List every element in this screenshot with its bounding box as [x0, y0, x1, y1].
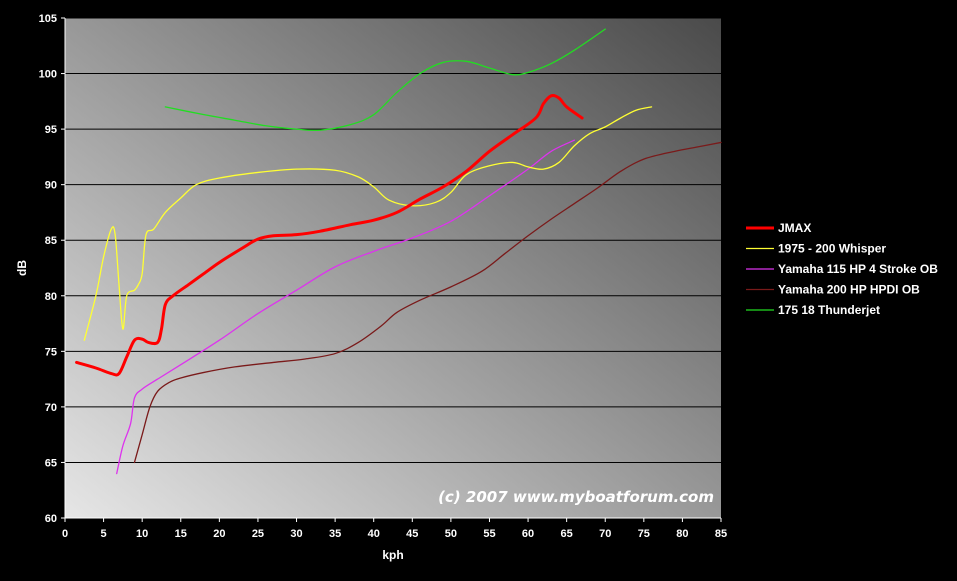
x-tick-label: 55 [483, 528, 495, 540]
plot-area [65, 18, 721, 518]
x-tick-label: 15 [175, 528, 187, 540]
x-tick-label: 25 [252, 528, 264, 540]
x-tick-label: 85 [715, 528, 727, 540]
x-tick-label: 5 [101, 528, 107, 540]
y-tick-label: 105 [39, 13, 57, 25]
x-tick-label: 35 [329, 528, 341, 540]
y-tick-label: 100 [39, 69, 57, 81]
x-tick-label: 10 [136, 528, 148, 540]
series-line-4 [133, 141, 722, 464]
x-tick-label: 30 [290, 528, 302, 540]
x-axis-label: kph [382, 548, 403, 562]
y-tick-label: 70 [45, 402, 57, 414]
x-axis-ticks: 0 5 10 15 20 25 30 35 40 45 50 55 60 65 70 75 80 85 [62, 517, 727, 540]
legend-label: Yamaha 200 HP HPDI OB [778, 283, 920, 297]
legend: JMAX 1975 - 200 Whisper Yamaha 115 HP 4 St… [746, 221, 938, 317]
x-tick-label: 80 [676, 528, 688, 540]
y-tick-label: 65 [45, 457, 57, 469]
y-tick-label: 80 [45, 291, 57, 303]
y-tick-label: 95 [45, 124, 57, 136]
y-tick-label: 85 [45, 235, 57, 247]
series-line-3 [116, 139, 576, 475]
x-tick-label: 40 [368, 528, 380, 540]
x-tick-label: 70 [599, 528, 611, 540]
x-tick-label: 60 [522, 528, 534, 540]
y-axis-ticks: 60 65 70 75 80 85 90 95 100 105 [39, 13, 66, 525]
y-tick-label: 75 [45, 346, 57, 358]
y-axis-label: dB [15, 260, 29, 276]
x-tick-label: 20 [213, 528, 225, 540]
series-line-2 [83, 106, 653, 341]
watermark-text: (c) 2007 www.myboatforum.com [438, 488, 714, 506]
series-line-1 [75, 93, 584, 377]
legend-label: 175 18 Thunderjet [778, 303, 880, 317]
legend-label: JMAX [778, 221, 811, 235]
x-tick-label: 75 [638, 528, 650, 540]
x-tick-label: 50 [445, 528, 457, 540]
y-tick-label: 90 [45, 180, 57, 192]
x-tick-label: 65 [561, 528, 573, 540]
legend-label: Yamaha 115 HP 4 Stroke OB [778, 262, 938, 276]
x-tick-label: 45 [406, 528, 418, 540]
x-tick-label: 0 [62, 528, 68, 540]
y-tick-label: 60 [45, 513, 57, 525]
series-line-5 [164, 28, 606, 132]
series-lines [75, 28, 722, 475]
legend-label: 1975 - 200 Whisper [778, 242, 886, 256]
